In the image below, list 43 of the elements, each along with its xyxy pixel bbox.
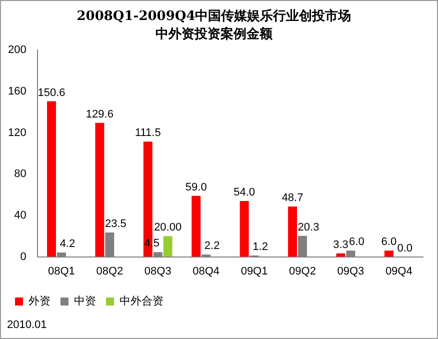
- bar: [163, 236, 172, 257]
- data-label: 20.3: [298, 221, 320, 234]
- bar: [192, 196, 201, 257]
- data-label: 6.0: [349, 236, 364, 248]
- legend-label: 中外合资: [120, 294, 164, 308]
- bar: [288, 206, 298, 257]
- data-label: 23.5: [104, 218, 126, 230]
- bar: [47, 101, 56, 257]
- x-tick-label: 08Q1: [48, 265, 75, 278]
- legend-label: 外资: [28, 296, 50, 308]
- data-label: 0.0: [397, 242, 413, 254]
- chart-title: 2008Q1-2009Q4中国传媒娱乐行业创投市场: [76, 8, 352, 24]
- x-tick-label: 09Q3: [337, 265, 364, 278]
- data-label: 48.7: [282, 192, 304, 204]
- x-tick-label: 09Q2: [289, 265, 316, 278]
- data-label: 6.0: [381, 236, 397, 248]
- y-tick-label: 80: [14, 168, 26, 180]
- data-label: 54.0: [234, 186, 256, 199]
- x-tick-label: 08Q3: [144, 265, 172, 278]
- y-tick-label: 200: [8, 44, 26, 56]
- y-tick-label: 40: [14, 210, 26, 222]
- chart-subtitle: 中外资投资案例金额: [156, 26, 274, 42]
- bar: [384, 250, 394, 257]
- bar: [95, 122, 104, 257]
- y-tick-label: 0: [20, 250, 26, 263]
- x-tick-label: 08Q4: [192, 265, 220, 278]
- x-tick-label: 08Q2: [96, 265, 124, 278]
- data-label: 20.00: [154, 222, 182, 234]
- x-tick-label: 09Q4: [385, 265, 412, 278]
- data-label: 4.2: [60, 238, 76, 250]
- x-tick-label: 09Q1: [240, 265, 268, 278]
- y-tick-label: 160: [8, 86, 26, 98]
- bar: [240, 201, 249, 257]
- data-label: 2.2: [204, 240, 220, 252]
- data-label: 59.0: [185, 181, 207, 194]
- data-label: 129.6: [86, 108, 114, 120]
- text: 2010.01: [7, 319, 47, 331]
- legend-label: 中资: [74, 294, 96, 308]
- data-label: 3.3: [333, 238, 348, 251]
- y-tick-label: 120: [8, 126, 26, 139]
- data-label: 1.2: [252, 241, 268, 254]
- data-label: 111.5: [134, 127, 161, 140]
- data-label: 150.6: [38, 86, 66, 99]
